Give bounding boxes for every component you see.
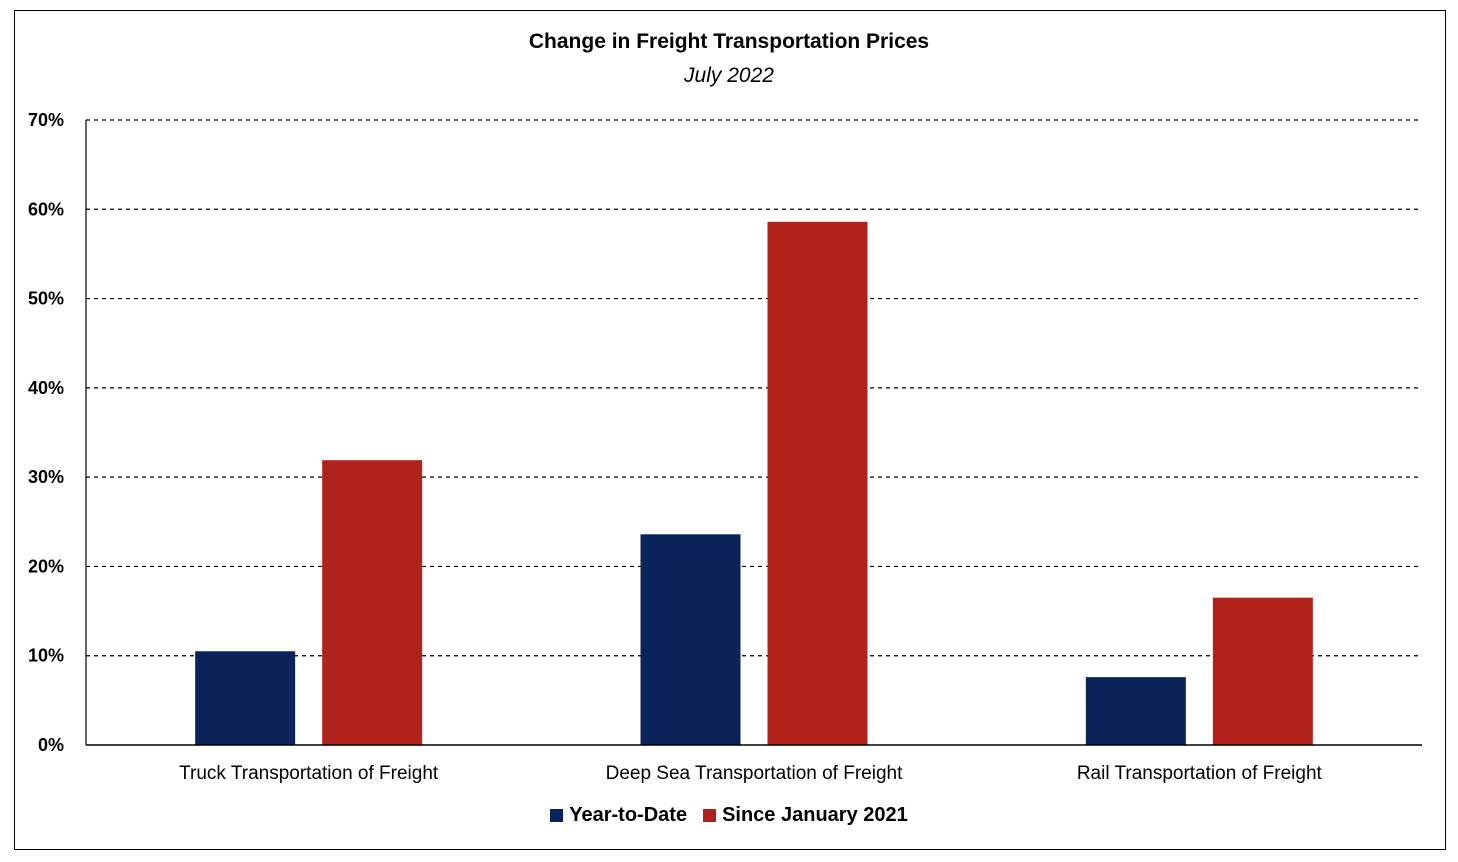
chart-subtitle: July 2022	[684, 64, 774, 87]
y-tick-label: 0%	[38, 735, 64, 755]
legend-swatch-since-2021	[703, 809, 717, 822]
chart-frame	[14, 10, 1446, 850]
x-tick-label: Rail Transportation of Freight	[1077, 763, 1323, 784]
y-tick-label: 30%	[28, 467, 64, 487]
legend-label-since-2021: Since January 2021	[722, 804, 908, 826]
bar	[322, 460, 423, 745]
legend-swatch-ytd	[550, 809, 564, 822]
y-tick-label: 40%	[28, 378, 64, 398]
chart-title: Change in Freight Transportation Prices	[528, 30, 930, 53]
legend-item-ytd: Year-to-Date	[550, 804, 687, 827]
y-tick-label: 70%	[28, 110, 64, 130]
legend-label-ytd: Year-to-Date	[569, 804, 688, 826]
bar	[640, 534, 741, 745]
bar	[1085, 677, 1186, 745]
bar	[195, 651, 296, 745]
bar	[767, 221, 868, 746]
legend: Year-to-Date Since January 2021	[0, 804, 1458, 827]
x-tick-label: Deep Sea Transportation of Freight	[606, 763, 904, 784]
y-tick-label: 20%	[28, 556, 64, 576]
y-tick-label: 50%	[28, 289, 64, 309]
y-tick-label: 60%	[28, 199, 64, 219]
legend-item-since-2021: Since January 2021	[703, 804, 908, 827]
x-tick-label: Truck Transportation of Freight	[179, 763, 439, 784]
bar	[1212, 597, 1313, 745]
y-tick-label: 10%	[28, 646, 64, 666]
